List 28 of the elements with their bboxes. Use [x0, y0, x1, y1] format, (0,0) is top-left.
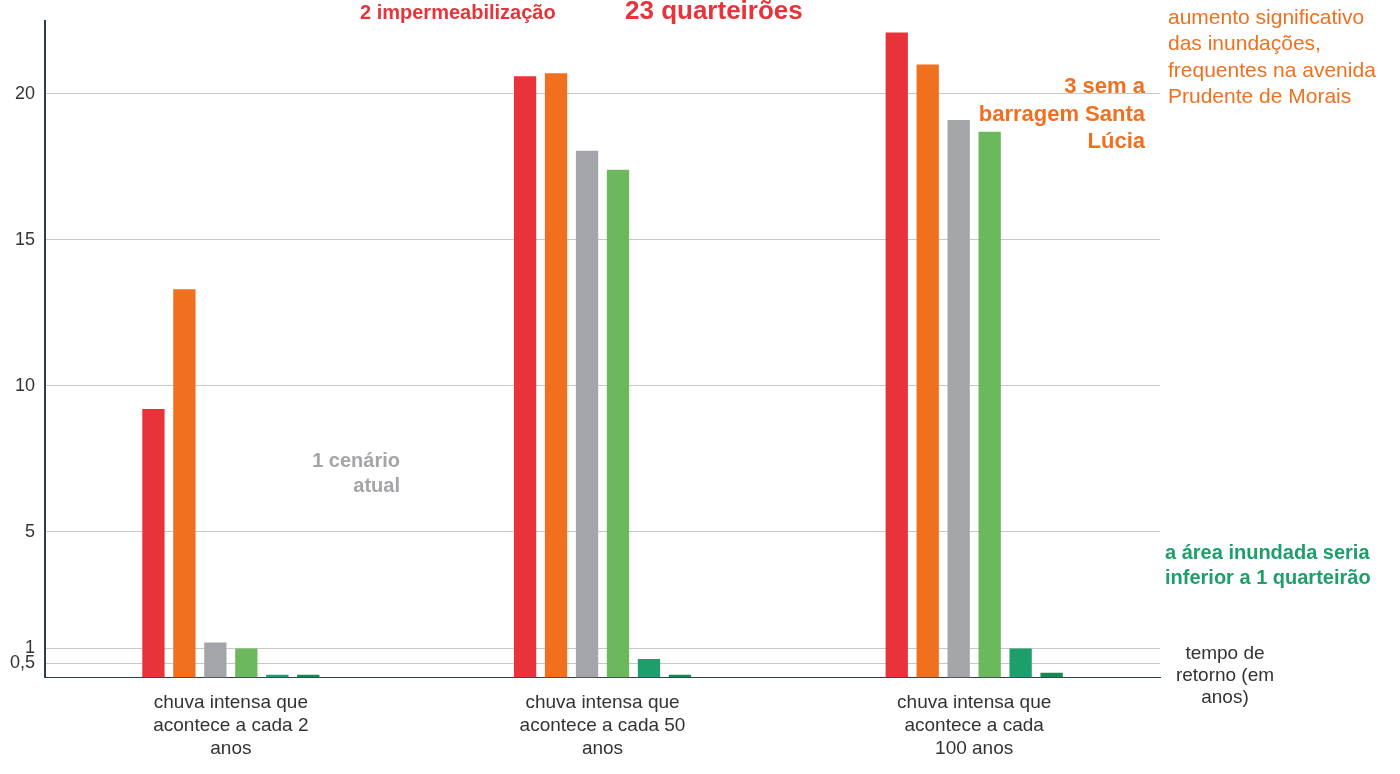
- x-tick-label: chuva intensa que acontece a cada 2 anos: [153, 691, 309, 758]
- bar: [204, 642, 227, 678]
- bar: [947, 120, 970, 678]
- bar: [575, 150, 599, 678]
- annotation: 1 cenário atual: [311, 448, 400, 498]
- y-tick-label: 5: [25, 520, 36, 541]
- bar: [544, 73, 568, 678]
- x-tick-label: chuva intensa que acontece a cada 50 anos: [519, 691, 686, 758]
- bar: [513, 76, 537, 678]
- bar: [142, 409, 165, 678]
- bar: [1009, 648, 1032, 678]
- bar: [916, 64, 939, 678]
- x-tick-label: chuva intensa que acontece a cada 100 anos: [897, 691, 1052, 758]
- x-axis-title: tempo de retorno (em anos): [1174, 642, 1276, 708]
- bar: [606, 169, 630, 678]
- bar: [235, 648, 258, 678]
- bar: [637, 658, 661, 678]
- y-tick-label: 15: [14, 228, 36, 249]
- annotation: 2 impermeabilização: [360, 0, 557, 25]
- annotation: 23 quarteirões: [625, 0, 804, 27]
- bar: [173, 289, 196, 678]
- bar: [978, 131, 1001, 678]
- y-tick-label: 10: [14, 374, 36, 395]
- bar: [885, 32, 908, 678]
- y-tick-label: 20: [14, 82, 36, 103]
- annotation: 3 sem a barragem Santa Lúcia: [977, 72, 1145, 155]
- text: aumento significativo das inundações, frequentes na avenida Prudente de Morais: [1168, 4, 1377, 109]
- text: a área inundada seria inferior a 1 quarteirão: [1165, 540, 1372, 590]
